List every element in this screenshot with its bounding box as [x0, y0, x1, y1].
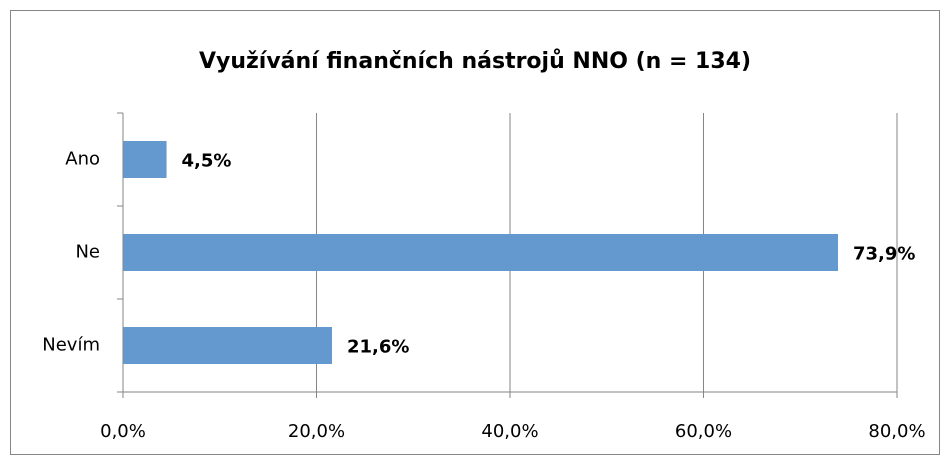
- x-tick-label: 0,0%: [100, 421, 146, 442]
- bar: [123, 234, 838, 271]
- value-label: 73,9%: [853, 244, 915, 265]
- x-tick-label: 60,0%: [675, 421, 732, 442]
- chart-title: Využívání finančních nástrojů NNO (n = 1…: [199, 49, 751, 74]
- value-label: 4,5%: [182, 151, 232, 172]
- x-tick-label: 40,0%: [481, 421, 538, 442]
- y-tick-label: Ne: [75, 242, 100, 263]
- x-tick-label: 20,0%: [288, 421, 345, 442]
- y-tick-label: Ano: [65, 149, 100, 170]
- chart-border: [10, 10, 940, 455]
- bar: [123, 327, 332, 364]
- value-label: 21,6%: [347, 337, 409, 358]
- bar: [123, 141, 167, 178]
- y-tick-label: Nevím: [42, 335, 100, 356]
- x-tick-label: 80,0%: [868, 421, 925, 442]
